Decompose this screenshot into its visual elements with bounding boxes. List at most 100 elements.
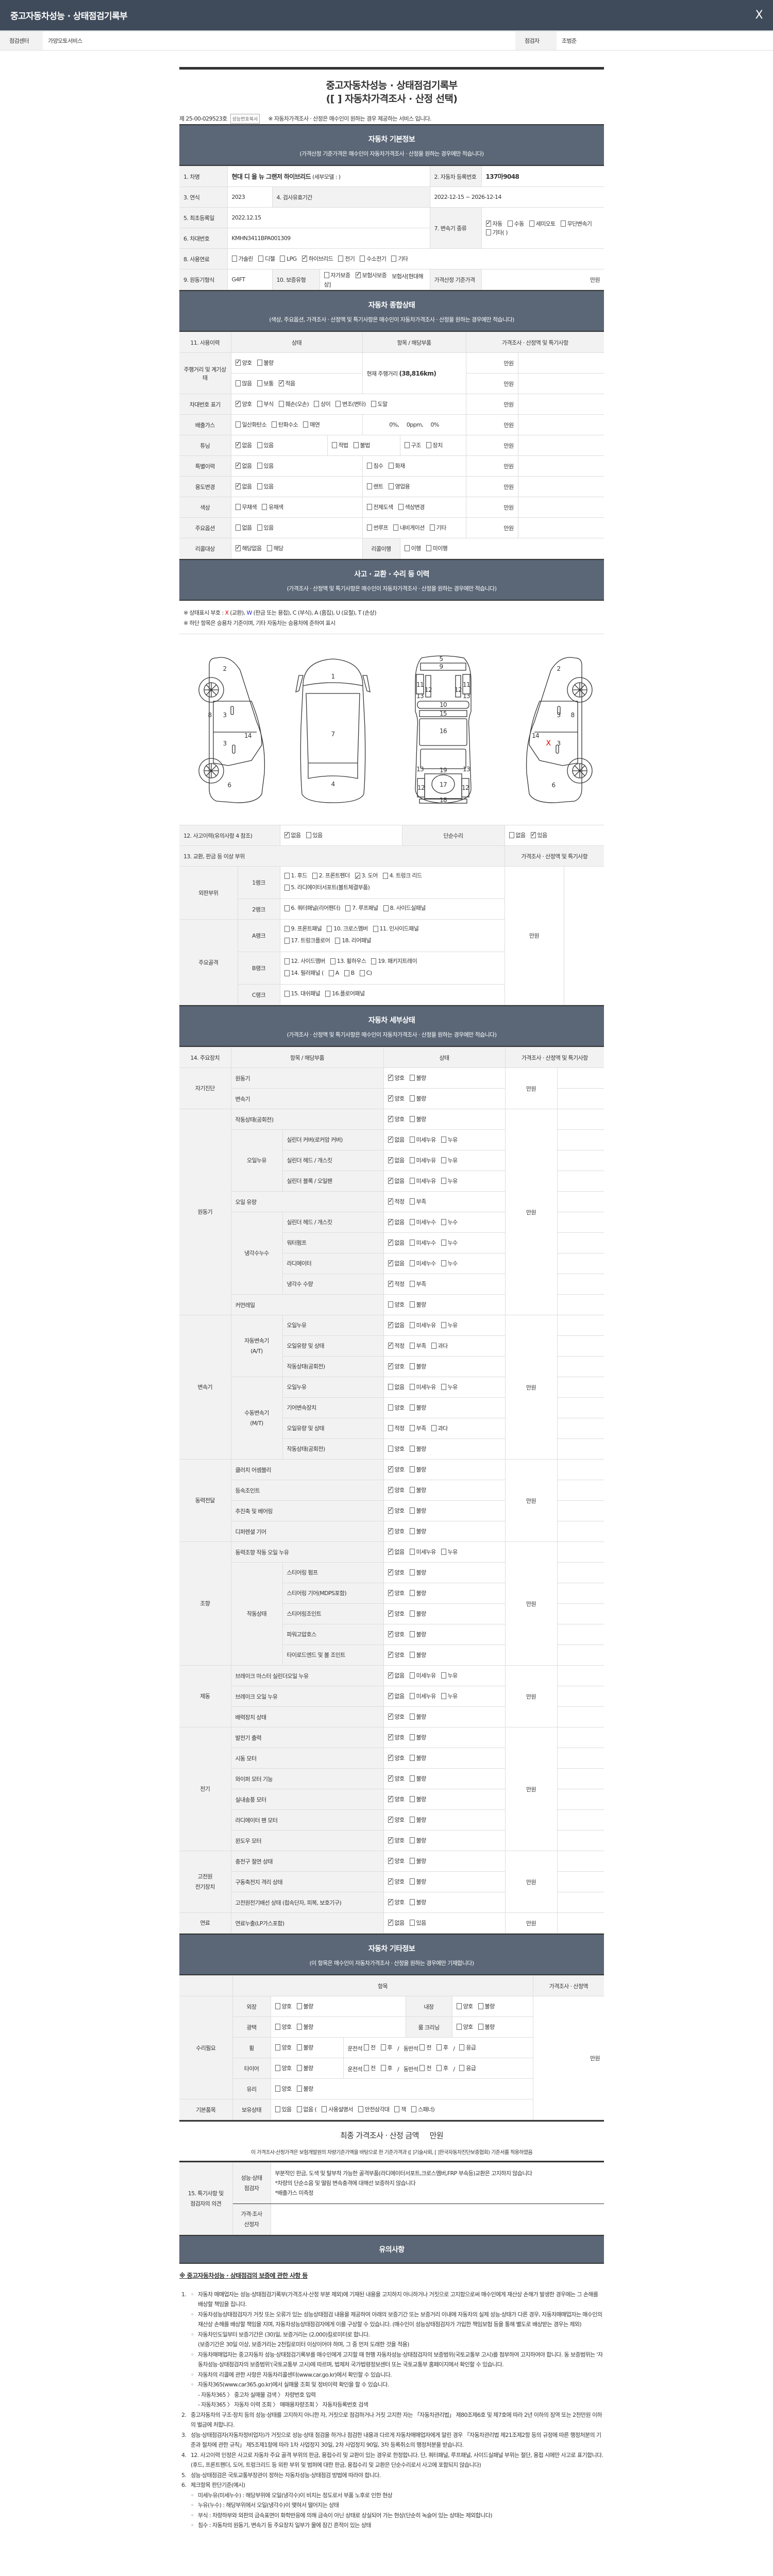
checkbox-option[interactable]: 사용설명서	[322, 2105, 353, 2113]
checkbox-option[interactable]: 양호	[388, 1403, 405, 1412]
special-note[interactable]	[517, 435, 604, 456]
checkbox-empty-icon[interactable]	[560, 220, 566, 227]
checkbox-empty-icon[interactable]	[278, 401, 284, 407]
checkbox-empty-icon[interactable]	[409, 1611, 415, 1617]
checkbox-empty-icon[interactable]	[335, 938, 341, 944]
checkbox-checked-icon[interactable]	[388, 1362, 393, 1369]
checkbox-empty-icon[interactable]	[296, 2024, 302, 2030]
checkbox-empty-icon[interactable]	[388, 1446, 393, 1452]
special-note[interactable]	[557, 1686, 604, 1707]
checkbox-option[interactable]: 불량	[409, 1795, 426, 1803]
checkbox-empty-icon[interactable]	[284, 885, 290, 891]
checkbox-option[interactable]: 불량	[409, 1465, 426, 1473]
checkbox-option[interactable]: 부족	[409, 1280, 426, 1288]
checkbox-option[interactable]: 일산화탄소	[235, 420, 267, 429]
checkbox-option[interactable]: 변조(변타)	[335, 400, 366, 408]
checkbox-empty-icon[interactable]	[441, 1384, 446, 1390]
checkbox-empty-icon[interactable]	[409, 1425, 415, 1431]
checkbox-option[interactable]: 양호	[388, 1094, 405, 1103]
checkbox-option[interactable]: 양호	[388, 1362, 405, 1370]
copy-number-button[interactable]: 성능번호복사	[230, 113, 260, 124]
checkbox-checked-icon[interactable]	[388, 1342, 393, 1349]
checkbox-option[interactable]: 기타	[429, 523, 446, 532]
checkbox-option[interactable]: 양호	[388, 1795, 405, 1803]
checkbox-option[interactable]: 미세누유	[409, 1156, 436, 1164]
special-note[interactable]	[557, 1768, 604, 1789]
checkbox-empty-icon[interactable]	[394, 2106, 400, 2112]
checkbox-empty-icon[interactable]	[398, 504, 404, 510]
checkbox-empty-icon[interactable]	[409, 1569, 415, 1575]
checkbox-option[interactable]: 응급	[459, 2043, 476, 2052]
checkbox-empty-icon[interactable]	[409, 1693, 415, 1699]
checkbox-option[interactable]: 있음	[530, 831, 547, 839]
checkbox-option[interactable]: 불량	[478, 2023, 495, 2031]
checkbox-checked-icon[interactable]	[388, 1218, 393, 1225]
special-note[interactable]	[557, 1500, 604, 1521]
checkbox-option[interactable]: 양호	[388, 1300, 405, 1309]
checkbox-option[interactable]: 잭	[394, 2105, 407, 2113]
checkbox-empty-icon[interactable]	[284, 958, 290, 964]
checkbox-empty-icon[interactable]	[409, 1734, 415, 1740]
checkbox-empty-icon[interactable]	[409, 1796, 415, 1802]
special-note[interactable]	[557, 1129, 604, 1150]
checkbox-empty-icon[interactable]	[328, 970, 334, 976]
checkbox-option[interactable]: 누수	[441, 1259, 458, 1267]
checkbox-option[interactable]: 많음	[235, 379, 252, 387]
checkbox-option[interactable]: 후	[380, 2043, 393, 2052]
checkbox-empty-icon[interactable]	[306, 832, 311, 838]
special-note[interactable]	[557, 1748, 604, 1769]
checkbox-empty-icon[interactable]	[312, 873, 317, 879]
checkbox-checked-icon[interactable]	[388, 1465, 393, 1472]
checkbox-option[interactable]: 불량	[409, 1630, 426, 1638]
checkbox-empty-icon[interactable]	[409, 1260, 415, 1266]
checkbox-empty-icon[interactable]	[409, 1775, 415, 1782]
special-note[interactable]	[517, 394, 604, 415]
checkbox-option[interactable]: 미세누유	[409, 1136, 436, 1144]
checkbox-empty-icon[interactable]	[441, 1549, 446, 1555]
checkbox-option[interactable]: 8. 사이드실패널	[383, 903, 426, 913]
special-note[interactable]	[557, 1294, 604, 1315]
special-note[interactable]	[557, 1109, 604, 1130]
checkbox-option[interactable]: 5. 라디에이터서포트(볼트체결부품)	[284, 883, 370, 893]
checkbox-checked-icon[interactable]	[388, 1589, 393, 1596]
checkbox-checked-icon[interactable]	[388, 1259, 393, 1266]
checkbox-empty-icon[interactable]	[409, 1116, 415, 1122]
checkbox-empty-icon[interactable]	[388, 1404, 393, 1411]
special-note[interactable]	[557, 1912, 604, 1934]
checkbox-option[interactable]: 불량	[409, 1300, 426, 1309]
checkbox-empty-icon[interactable]	[507, 220, 513, 227]
checkbox-empty-icon[interactable]	[380, 2064, 386, 2071]
checkbox-option[interactable]: 불량	[409, 1836, 426, 1844]
checkbox-option[interactable]: 불량	[409, 1568, 426, 1577]
checkbox-checked-icon[interactable]	[355, 872, 360, 882]
checkbox-option[interactable]: 보통	[257, 379, 274, 387]
special-note[interactable]	[557, 1191, 604, 1212]
checkbox-empty-icon[interactable]	[257, 360, 262, 366]
checkbox-option[interactable]: 누유	[441, 1548, 458, 1556]
checkbox-checked-icon[interactable]	[388, 1486, 393, 1493]
checkbox-empty-icon[interactable]	[441, 1672, 446, 1679]
checkbox-option[interactable]: 미세누유	[409, 1548, 436, 1556]
checkbox-option[interactable]: 양호	[275, 2023, 292, 2031]
checkbox-empty-icon[interactable]	[314, 401, 320, 407]
checkbox-option[interactable]: 누유	[441, 1136, 458, 1144]
checkbox-empty-icon[interactable]	[388, 463, 394, 469]
checkbox-checked-icon[interactable]	[388, 1609, 393, 1617]
special-note[interactable]	[557, 1541, 604, 1563]
checkbox-empty-icon[interactable]	[409, 1631, 415, 1637]
checkbox-empty-icon[interactable]	[409, 1507, 415, 1514]
checkbox-option[interactable]: 없음	[388, 1383, 405, 1391]
checkbox-checked-icon[interactable]	[388, 1239, 393, 1246]
checkbox-option[interactable]: 불량	[296, 2043, 313, 2052]
checkbox-checked-icon[interactable]	[235, 544, 241, 551]
checkbox-checked-icon[interactable]	[388, 1733, 393, 1740]
checkbox-empty-icon[interactable]	[262, 504, 267, 510]
special-note[interactable]	[517, 497, 604, 518]
checkbox-empty-icon[interactable]	[257, 401, 262, 407]
checkbox-empty-icon[interactable]	[426, 442, 431, 448]
checkbox-option[interactable]: 없음	[235, 482, 252, 490]
checkbox-empty-icon[interactable]	[456, 2003, 462, 2009]
checkbox-option[interactable]: 없음	[388, 1919, 405, 1927]
checkbox-option[interactable]: 있음	[275, 2105, 292, 2113]
checkbox-empty-icon[interactable]	[409, 1549, 415, 1555]
